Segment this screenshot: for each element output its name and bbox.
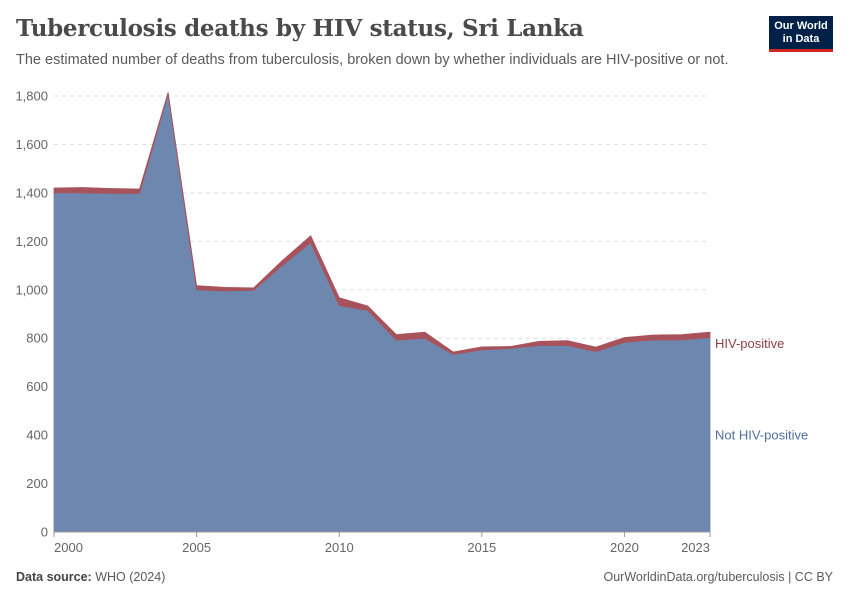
credit-link[interactable]: OurWorldinData.org/tuberculosis | CC BY [603, 570, 834, 584]
y-tick-label: 600 [26, 379, 48, 394]
data-source-label: Data source: [16, 570, 92, 584]
data-source: Data source: WHO (2024) [16, 570, 165, 584]
logo-line-2: in Data [782, 33, 820, 45]
series-label-hiv-positive: HIV-positive [715, 336, 784, 351]
x-tick-label: 2000 [54, 540, 83, 555]
x-tick-label: 2020 [610, 540, 639, 555]
x-tick-label: 2023 [681, 540, 710, 555]
chart-title: Tuberculosis deaths by HIV status, Sri L… [16, 15, 584, 42]
y-tick-label: 0 [41, 525, 48, 540]
x-tick-label: 2005 [182, 540, 211, 555]
y-tick-label: 1,400 [15, 185, 48, 200]
area-chart: 0 200 400 600 800 1,000 1,200 1,400 1,600 1,800 20… [15, 89, 808, 556]
chart-subtitle: The estimated number of deaths from tube… [16, 52, 729, 68]
data-source-value[interactable]: WHO (2024) [95, 570, 166, 584]
y-tick-label: 1,000 [15, 282, 48, 297]
y-tick-label: 1,600 [15, 137, 48, 152]
area-hiv-positive[interactable] [53, 92, 711, 355]
x-tick-label: 2015 [467, 540, 496, 555]
series-labels: HIV-positive Not HIV-positive [715, 336, 808, 443]
series-label-not-hiv-positive: Not HIV-positive [715, 428, 808, 443]
logo-line-1: Our World [774, 20, 828, 32]
axes: 0 200 400 600 800 1,000 1,200 1,400 1,600 1,800 20… [15, 89, 711, 555]
y-tick-label: 200 [26, 476, 48, 491]
area-series [53, 92, 711, 533]
y-tick-label: 1,200 [15, 234, 48, 249]
y-tick-label: 800 [26, 331, 48, 346]
x-tick-label: 2010 [325, 540, 354, 555]
y-tick-label: 1,800 [15, 89, 48, 104]
y-tick-label: 400 [26, 428, 48, 443]
area-not-hiv-positive[interactable] [53, 93, 711, 533]
owid-logo[interactable]: Our World in Data [769, 16, 833, 52]
